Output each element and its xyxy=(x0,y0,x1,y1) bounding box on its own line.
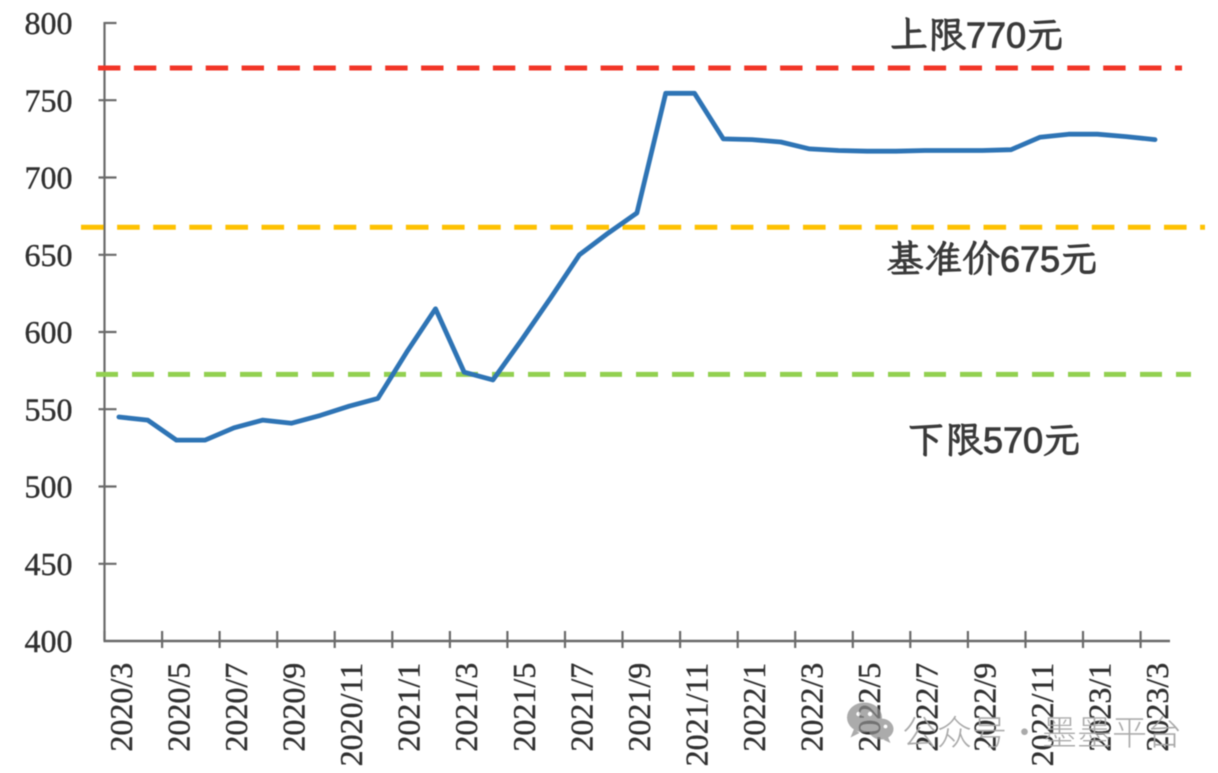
svg-text:2020/3: 2020/3 xyxy=(103,663,139,752)
svg-text:2021/5: 2021/5 xyxy=(506,663,542,752)
svg-text:500: 500 xyxy=(25,469,73,505)
svg-text:400: 400 xyxy=(25,623,73,659)
svg-text:2021/7: 2021/7 xyxy=(563,663,599,752)
svg-text:2020/11: 2020/11 xyxy=(333,663,369,767)
svg-text:750: 750 xyxy=(25,83,73,119)
svg-text:2021/1: 2021/1 xyxy=(391,663,427,752)
svg-text:2023/1: 2023/1 xyxy=(1081,663,1117,752)
svg-text:650: 650 xyxy=(25,237,73,273)
svg-text:550: 550 xyxy=(25,391,73,427)
svg-text:2021/3: 2021/3 xyxy=(448,663,484,752)
svg-text:450: 450 xyxy=(25,546,73,582)
svg-text:2020/9: 2020/9 xyxy=(276,663,312,752)
svg-text:2022/9: 2022/9 xyxy=(966,663,1002,752)
svg-text:2023/3: 2023/3 xyxy=(1139,663,1175,752)
svg-text:2022/3: 2022/3 xyxy=(794,663,830,752)
svg-text:2020/7: 2020/7 xyxy=(218,663,254,752)
svg-text:800: 800 xyxy=(25,5,73,41)
svg-text:600: 600 xyxy=(25,314,73,350)
svg-text:2022/1: 2022/1 xyxy=(736,663,772,752)
svg-text:2021/9: 2021/9 xyxy=(621,663,657,752)
svg-text:2020/5: 2020/5 xyxy=(160,663,196,752)
svg-text:700: 700 xyxy=(25,160,73,196)
svg-text:2022/11: 2022/11 xyxy=(1024,663,1060,767)
svg-text:2021/11: 2021/11 xyxy=(679,663,715,767)
